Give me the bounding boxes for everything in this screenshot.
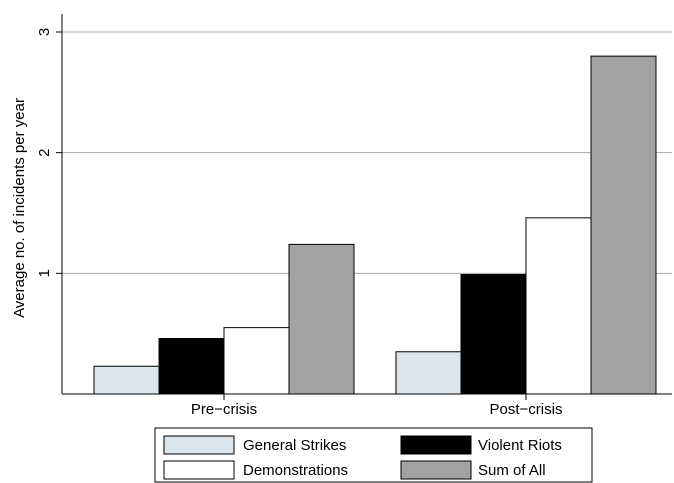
y-tick-label: 2	[36, 148, 53, 156]
legend-swatch	[400, 435, 472, 455]
bar	[525, 217, 592, 395]
bar	[93, 365, 160, 395]
bar	[395, 351, 462, 395]
legend-label: Sum of All	[478, 462, 546, 479]
legend-swatch	[163, 460, 235, 480]
axes	[61, 14, 672, 395]
bar	[158, 337, 225, 395]
x-tick-label: Pre−crisis	[191, 401, 257, 418]
bar	[590, 55, 657, 395]
legend-label: Demonstrations	[243, 462, 348, 479]
y-tick-label: 3	[36, 28, 53, 36]
bar	[223, 327, 290, 395]
y-ticks: 1 2 3	[36, 28, 62, 278]
y-axis-title: Average no. of incidents per year	[11, 98, 28, 318]
legend-swatch	[163, 435, 235, 455]
bar	[460, 274, 527, 395]
legend-label: Violent Riots	[478, 437, 562, 454]
y-tick-label: 1	[36, 269, 53, 277]
bars	[93, 55, 657, 395]
legend-swatch	[400, 460, 472, 480]
legend-label: General Strikes	[243, 437, 346, 454]
x-ticks: Pre−crisis Post−crisis	[191, 394, 563, 418]
legend: General Strikes Violent Riots Demonstratio…	[154, 427, 593, 483]
bar	[288, 243, 355, 395]
x-tick-label: Post−crisis	[490, 401, 563, 418]
